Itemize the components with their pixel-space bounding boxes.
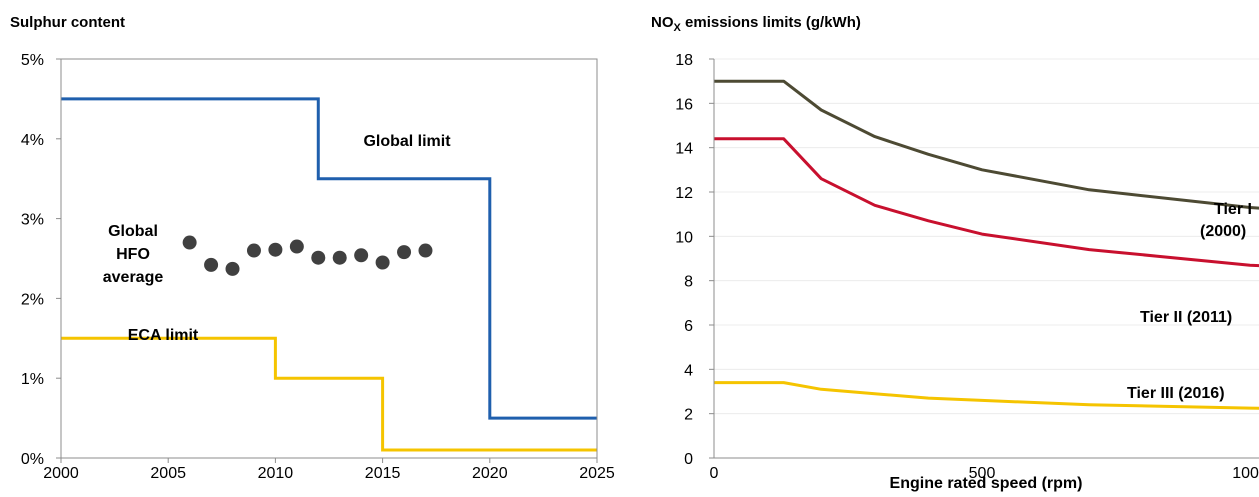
nox-y-tick-label: 18 bbox=[675, 52, 693, 69]
hfo-average-point bbox=[397, 245, 412, 260]
hfo-average-point bbox=[225, 261, 240, 276]
sulphur-x-tick-label: 2025 bbox=[579, 465, 615, 482]
eca-limit-line bbox=[61, 336, 597, 452]
sulphur-plot-frame bbox=[60, 58, 598, 459]
tier3-label: Tier III (2016) bbox=[1127, 385, 1225, 402]
tier1-label-line1: Tier I bbox=[1214, 201, 1252, 218]
nox-y-tick-label: 4 bbox=[684, 362, 693, 379]
nox-title-main: NO bbox=[651, 14, 674, 31]
sulphur-chart: Sulphur content 2000 2005 2010 2015 2020 2025… bbox=[10, 14, 615, 482]
hfo-average-point bbox=[418, 243, 433, 258]
hfo-average-label-line3: average bbox=[103, 269, 164, 286]
sulphur-x-tick-label: 2005 bbox=[150, 465, 186, 482]
sulphur-y-tick-label: 0% bbox=[21, 451, 44, 468]
hfo-average-point bbox=[311, 250, 326, 265]
hfo-average-point bbox=[354, 248, 369, 263]
sulphur-y-tick-label: 2% bbox=[21, 291, 44, 308]
sulphur-x-tick-label: 2010 bbox=[258, 465, 294, 482]
tier1-label-line2: (2000) bbox=[1200, 223, 1246, 240]
nox-y-tick-label: 16 bbox=[675, 96, 693, 113]
sulphur-x-tick-label: 2015 bbox=[365, 465, 401, 482]
hfo-average-point bbox=[182, 235, 197, 250]
global-limit-label: Global limit bbox=[363, 133, 451, 150]
tier2-label: Tier II (2011) bbox=[1140, 309, 1232, 326]
nox-title-rest: emissions limits (g/kWh) bbox=[681, 14, 861, 31]
nox-y-tick-label: 12 bbox=[675, 185, 693, 202]
sulphur-y-tick-label: 4% bbox=[21, 132, 44, 149]
nox-y-tick-label: 6 bbox=[684, 318, 693, 335]
sulphur-y-tick-label: 1% bbox=[21, 371, 44, 388]
nox-x-tick-label: 1000 bbox=[1232, 465, 1259, 482]
hfo-average-point bbox=[268, 242, 283, 257]
hfo-average-label-line2: HFO bbox=[116, 246, 150, 263]
nox-y-tick-label: 2 bbox=[684, 407, 693, 424]
nox-y-tick-label: 8 bbox=[684, 274, 693, 291]
sulphur-y-tick-label: 3% bbox=[21, 212, 44, 229]
sulphur-y-tick-label: 5% bbox=[21, 52, 44, 69]
tier-i-2000-line bbox=[714, 79, 1259, 210]
hfo-average-label-line1: Global bbox=[108, 223, 158, 240]
nox-chart: NOX emissions limits (g/kWh) 0 2 4 6 8 10 12 14… bbox=[651, 14, 1259, 492]
sulphur-x-tick-label: 2020 bbox=[472, 465, 508, 482]
hfo-average-point bbox=[204, 257, 219, 272]
hfo-average-point bbox=[289, 239, 304, 254]
hfo-average-point bbox=[246, 243, 261, 258]
nox-y-tick-label: 14 bbox=[675, 141, 693, 158]
nox-x-tick-label: 500 bbox=[969, 465, 996, 482]
nox-y-tick-label: 10 bbox=[675, 229, 693, 246]
nox-x-tick-label: 0 bbox=[710, 465, 719, 482]
nox-x-axis-label: Engine rated speed (rpm) bbox=[890, 475, 1083, 492]
nox-chart-title: NOX emissions limits (g/kWh) bbox=[651, 14, 861, 34]
eca-limit-label: ECA limit bbox=[128, 327, 199, 344]
sulphur-x-tick-label: 2000 bbox=[43, 465, 79, 482]
hfo-average-point bbox=[375, 255, 390, 270]
tier-iii-2016-line bbox=[714, 381, 1259, 410]
global-limit-line bbox=[61, 97, 597, 420]
sulphur-chart-title: Sulphur content bbox=[10, 14, 125, 31]
hfo-average-point bbox=[332, 250, 347, 265]
nox-y-tick-label: 0 bbox=[684, 451, 693, 468]
nox-title-subscript: X bbox=[674, 22, 682, 34]
tier-ii-2011-line bbox=[714, 137, 1259, 268]
